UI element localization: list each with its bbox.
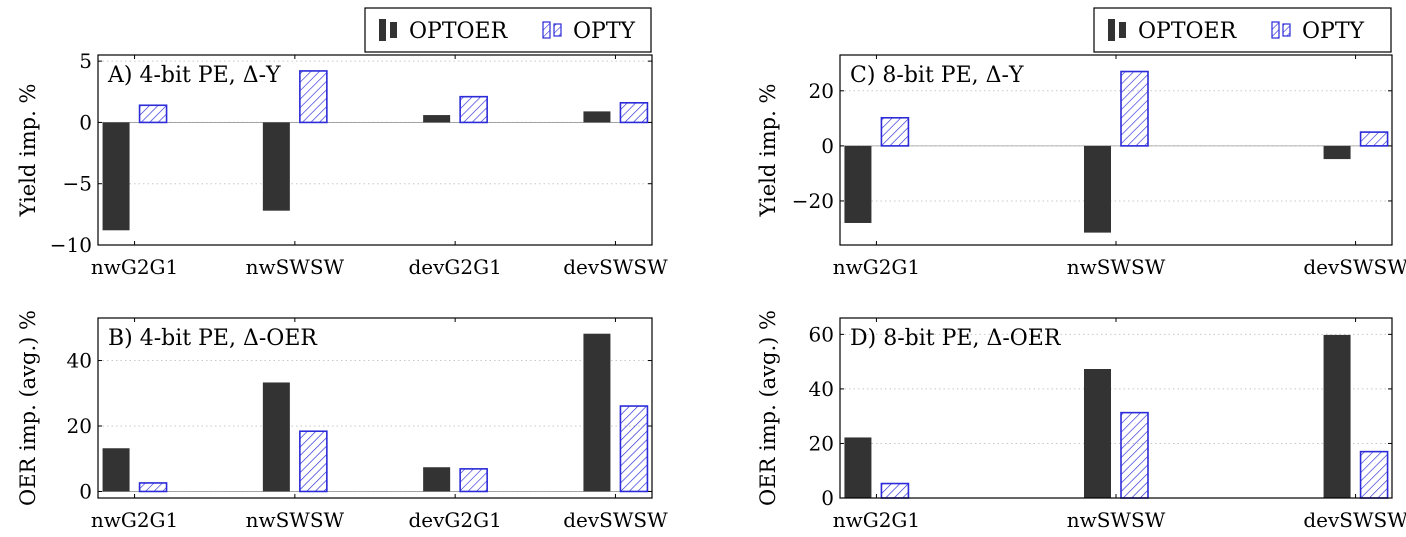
chart-panel-b: nwG2G1 nwSWSW devG2G1 devSWSW 0 20 40 B) 4-bit … bbox=[16, 310, 668, 532]
x-tick-label: devG2G1 bbox=[408, 508, 501, 532]
bar-optoer-devswsw bbox=[1323, 334, 1351, 498]
bar-opty-nwg2g1 bbox=[138, 104, 168, 124]
bar-opty-devswsw bbox=[1359, 131, 1389, 147]
legend-entry-optoer: OPTOER bbox=[379, 19, 509, 44]
y-axis-label: OER imp. (avg.) % bbox=[756, 310, 780, 506]
x-tick-label: nwSWSW bbox=[1067, 255, 1166, 279]
bar-opty-devswsw bbox=[1359, 450, 1389, 499]
legends: OPTOER OPTY OPTOER OPTY bbox=[364, 7, 1392, 53]
axis-frame bbox=[97, 54, 653, 246]
legend-frame bbox=[364, 7, 652, 53]
x-tick-label: nwSWSW bbox=[246, 255, 345, 279]
bar-opty-devswsw bbox=[619, 405, 649, 493]
y-tick-label: 0 bbox=[79, 110, 92, 134]
legend-label: OPTY bbox=[1302, 19, 1365, 44]
y-tick-label: 60 bbox=[809, 322, 834, 346]
legend: OPTOER OPTY bbox=[1093, 7, 1392, 53]
bar-optoer-nwg2g1 bbox=[844, 437, 872, 498]
bar-optoer-nwswsw bbox=[1084, 145, 1111, 233]
legend-swatch bbox=[1108, 19, 1115, 41]
x-tick-label: nwSWSW bbox=[1067, 508, 1166, 532]
panel-title: A) 4-bit PE, Δ-Y bbox=[107, 63, 281, 88]
bar-optoer-devswsw bbox=[583, 333, 611, 492]
x-tick-label: nwG2G1 bbox=[91, 508, 178, 532]
y-tick-label: −5 bbox=[63, 172, 92, 196]
legend-entry-optoer: OPTOER bbox=[1108, 19, 1238, 44]
x-tick-label: devSWSW bbox=[563, 255, 668, 279]
legend-frame bbox=[1093, 7, 1392, 53]
legend-label: OPTOER bbox=[1138, 19, 1238, 44]
x-tick-label: devSWSW bbox=[563, 508, 668, 532]
y-tick-label: 0 bbox=[821, 134, 834, 158]
bar-opty-devg2g1 bbox=[459, 468, 488, 493]
y-tick-label: 40 bbox=[809, 377, 834, 401]
panel-title: B) 4-bit PE, Δ-OER bbox=[108, 326, 318, 351]
bar-optoer-devswsw bbox=[583, 111, 611, 123]
y-tick-label: 0 bbox=[821, 486, 834, 510]
bar-optoer-nwswsw bbox=[1084, 369, 1111, 498]
chart-panel-d: nwG2G1 nwSWSW devSWSW 0 20 40 60 D) 8-bit PE, Δ… bbox=[756, 310, 1406, 532]
legend-swatch bbox=[1271, 21, 1280, 39]
legend-entry-opty: OPTY bbox=[1271, 19, 1365, 44]
bar-optoer-nwswsw bbox=[262, 122, 290, 211]
legend-swatch bbox=[553, 23, 562, 37]
y-axis-label: Yield imp. % bbox=[16, 84, 40, 218]
y-tick-label: 20 bbox=[809, 431, 834, 455]
bar-opty-devswsw bbox=[619, 102, 649, 124]
bar-optoer-nwswsw bbox=[262, 382, 290, 492]
axis-frame bbox=[839, 54, 1393, 246]
bar-opty-nwswsw bbox=[1120, 70, 1149, 147]
x-tick-label: nwSWSW bbox=[246, 508, 345, 532]
axis-frame bbox=[97, 317, 653, 499]
x-tick-label: nwG2G1 bbox=[91, 255, 178, 279]
legend-label: OPTY bbox=[573, 19, 636, 44]
x-tick-label: devSWSW bbox=[1303, 508, 1406, 532]
bar-opty-nwg2g1 bbox=[138, 482, 168, 493]
y-tick-label: 40 bbox=[67, 349, 92, 373]
legend-swatch bbox=[542, 21, 551, 39]
legend-swatch bbox=[1119, 22, 1126, 38]
legend-entry-opty: OPTY bbox=[542, 19, 636, 44]
bar-opty-nwg2g1 bbox=[880, 482, 910, 499]
y-tick-label: 20 bbox=[809, 79, 834, 103]
bar-optoer-devswsw bbox=[1323, 145, 1351, 160]
bar-opty-nwswsw bbox=[299, 430, 328, 493]
x-tick-label: devG2G1 bbox=[408, 255, 501, 279]
panel-title: C) 8-bit PE, Δ-Y bbox=[850, 63, 1024, 88]
y-tick-label: −10 bbox=[50, 233, 92, 257]
bar-opty-devg2g1 bbox=[459, 95, 488, 124]
y-tick-label: −20 bbox=[792, 189, 834, 213]
legend-label: OPTOER bbox=[409, 19, 509, 44]
legend-swatch bbox=[379, 19, 386, 41]
x-tick-label: devSWSW bbox=[1303, 255, 1406, 279]
bar-opty-nwg2g1 bbox=[880, 116, 910, 147]
chart-panel-c: nwG2G1 nwSWSW devSWSW −20 0 20 C) 8-bit PE, Δ-… bbox=[756, 54, 1406, 279]
legend-swatch bbox=[390, 22, 397, 38]
axis-frame bbox=[839, 317, 1393, 499]
chart-panels: nwG2G1 nwSWSW devG2G1 devSWSW −10 −5 0 5 A) 4-bi… bbox=[16, 49, 1406, 532]
y-tick-label: 0 bbox=[79, 479, 92, 503]
y-axis-label: Yield imp. % bbox=[756, 84, 780, 218]
bar-optoer-nwg2g1 bbox=[102, 122, 130, 231]
bar-optoer-devg2g1 bbox=[423, 115, 451, 123]
y-axis-label: OER imp. (avg.) % bbox=[16, 310, 40, 506]
bar-opty-nwswsw bbox=[1120, 411, 1149, 499]
x-tick-label: nwG2G1 bbox=[833, 508, 920, 532]
panel-title: D) 8-bit PE, Δ-OER bbox=[850, 326, 1062, 351]
bar-optoer-nwg2g1 bbox=[102, 448, 130, 492]
legend: OPTOER OPTY bbox=[364, 7, 652, 53]
y-tick-label: 5 bbox=[79, 49, 92, 73]
bar-opty-nwswsw bbox=[299, 70, 328, 124]
bar-optoer-devg2g1 bbox=[423, 467, 451, 492]
legend-swatch bbox=[1282, 23, 1291, 37]
x-tick-label: nwG2G1 bbox=[833, 255, 920, 279]
y-tick-label: 20 bbox=[67, 414, 92, 438]
bar-optoer-nwg2g1 bbox=[844, 145, 872, 223]
chart-panel-a: nwG2G1 nwSWSW devG2G1 devSWSW −10 −5 0 5 A) 4-bi… bbox=[16, 49, 668, 279]
